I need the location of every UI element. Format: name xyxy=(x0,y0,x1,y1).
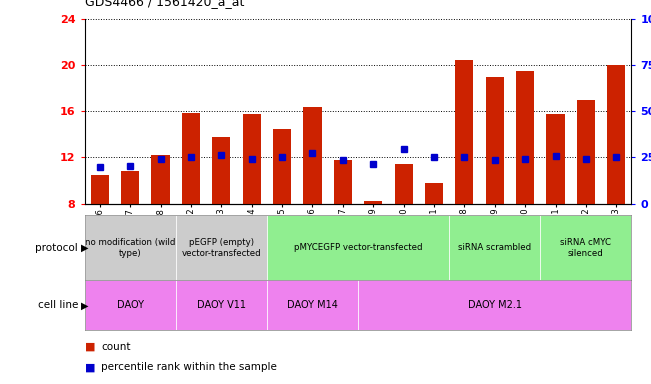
Bar xyxy=(182,113,200,204)
Bar xyxy=(243,114,261,204)
Bar xyxy=(303,107,322,204)
Bar xyxy=(85,215,176,280)
Bar xyxy=(486,77,504,204)
Bar xyxy=(577,100,595,204)
Text: cell line: cell line xyxy=(38,300,78,310)
Text: ▶: ▶ xyxy=(81,243,89,253)
Bar xyxy=(176,215,267,280)
Bar xyxy=(358,280,631,330)
Bar xyxy=(455,60,473,204)
Text: ▶: ▶ xyxy=(81,300,89,310)
Bar xyxy=(334,160,352,204)
Text: pEGFP (empty)
vector-transfected: pEGFP (empty) vector-transfected xyxy=(182,238,261,258)
Bar xyxy=(395,164,413,204)
Text: GDS4466 / 1561420_a_at: GDS4466 / 1561420_a_at xyxy=(85,0,244,8)
Bar xyxy=(121,171,139,204)
Text: DAOY V11: DAOY V11 xyxy=(197,300,246,310)
Text: ■: ■ xyxy=(85,342,95,352)
Bar xyxy=(152,155,170,204)
Bar xyxy=(176,280,267,330)
Text: pMYCEGFP vector-transfected: pMYCEGFP vector-transfected xyxy=(294,243,422,252)
Text: count: count xyxy=(101,342,130,352)
Bar xyxy=(540,215,631,280)
Text: ■: ■ xyxy=(85,362,95,372)
Bar xyxy=(273,129,291,204)
Bar xyxy=(267,215,449,280)
Bar xyxy=(516,71,534,204)
Bar xyxy=(425,183,443,204)
Bar xyxy=(607,65,626,204)
Text: siRNA cMYC
silenced: siRNA cMYC silenced xyxy=(561,238,611,258)
Bar xyxy=(212,137,230,204)
Text: no modification (wild
type): no modification (wild type) xyxy=(85,238,175,258)
Bar xyxy=(85,280,176,330)
Text: protocol: protocol xyxy=(35,243,78,253)
Text: percentile rank within the sample: percentile rank within the sample xyxy=(101,362,277,372)
Text: DAOY: DAOY xyxy=(117,300,144,310)
Bar xyxy=(364,201,382,204)
Bar xyxy=(267,280,358,330)
Bar xyxy=(449,215,540,280)
Text: DAOY M14: DAOY M14 xyxy=(287,300,338,310)
Bar xyxy=(90,175,109,204)
Text: siRNA scrambled: siRNA scrambled xyxy=(458,243,531,252)
Bar xyxy=(546,114,564,204)
Text: DAOY M2.1: DAOY M2.1 xyxy=(468,300,521,310)
